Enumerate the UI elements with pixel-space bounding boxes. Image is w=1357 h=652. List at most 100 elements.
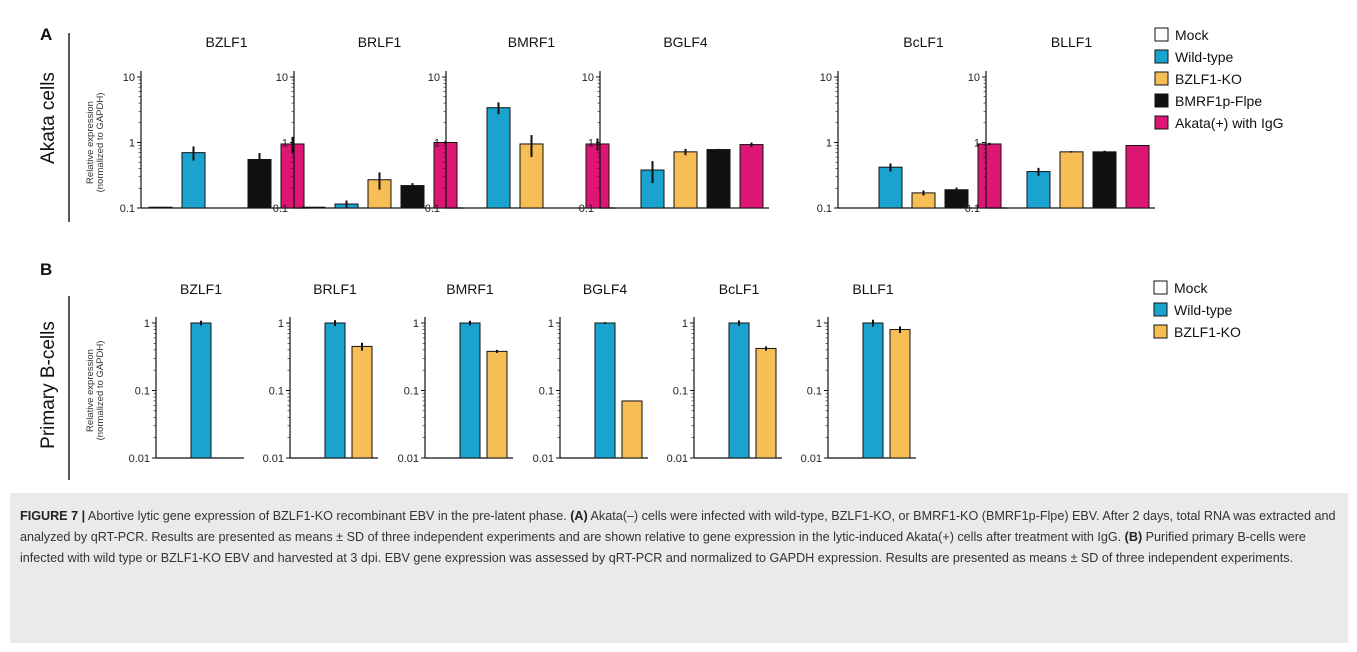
panel-a-bllf1-title: BLLF1 (1051, 34, 1092, 50)
panel-a-legend-label: Akata(+) with IgG (1175, 115, 1284, 131)
panel-a-bclf1-y-tick-label: 10 (820, 72, 832, 84)
panel-a-bllf1-bar-akata-with-igg (1125, 144, 1150, 209)
panel-a-legend-swatch (1154, 27, 1169, 42)
panel-a-bmrf1-y-tick-label: 1 (434, 138, 440, 150)
panel-b-bclf1-y-tick-label: 0.1 (673, 386, 688, 398)
panel-a-bmrf1-bar-akata-with-igg (585, 143, 610, 209)
panel-a-legend-label: Wild-type (1175, 49, 1234, 65)
panel-b-bglf4-y-tick-label: 0.1 (539, 386, 554, 398)
panel-b-bllf1-y-tick-label: 1 (816, 318, 822, 330)
panel-b-bclf1-y-tick-label: 1 (682, 318, 688, 330)
panel-b-bzlf1-y-tick-label: 0.01 (129, 453, 150, 465)
panel-a-bclf1-y-tick-label: 0.1 (817, 203, 832, 215)
panel-a-row-label: Akata cells (38, 72, 59, 164)
panel-a-bzlf1-y-tick-label: 1 (129, 138, 135, 150)
panel-a-bzlf1-bar-akata-with-igg (280, 143, 305, 209)
panel-a-letter: A (40, 25, 52, 44)
panel-b-legend-label: Mock (1174, 280, 1208, 296)
panel-a-bclf1-title: BcLF1 (903, 34, 944, 50)
panel-a-bllf1-bar-bzlf1-ko (1059, 151, 1084, 209)
panel-b-bzlf1-y-tick-label: 1 (144, 318, 150, 330)
panel-a-bllf1-y-tick-label: 1 (974, 138, 980, 150)
panel-a-bmrf1-y-tick-label: 10 (428, 72, 440, 84)
panel-a-bzlf1-title: BZLF1 (205, 34, 247, 50)
panel-b-brlf1-bar-bzlf1-ko (351, 345, 373, 459)
panel-a-legend-label: BMRF1p-Flpe (1175, 93, 1262, 109)
panel-b-bllf1-bar-bzlf1-ko (889, 329, 911, 459)
panel-b-bclf1-title: BcLF1 (719, 281, 760, 297)
caption-label-a: (A) (570, 509, 588, 523)
panel-a-bmrf1-y-tick-label: 0.1 (425, 203, 440, 215)
panel-b-ylabel-line: (normalized to GAPDH) (95, 341, 106, 441)
panel-b-bglf4-title: BGLF4 (583, 281, 628, 297)
panel-b-bmrf1-y-tick-label: 1 (413, 318, 419, 330)
panel-a-legend-swatch (1154, 49, 1169, 64)
panel-a-bclf1-bar-wild-type (878, 166, 903, 209)
panel-b-bzlf1-y-tick-label: 0.1 (135, 386, 150, 398)
caption-text-2: Akata(–) cells were infected with wild-t… (20, 509, 1336, 544)
panel-b-legend-swatch (1153, 324, 1168, 339)
panel-a-brlf1-title: BRLF1 (358, 34, 402, 50)
panel-b-bglf4-y-tick-label: 0.01 (533, 453, 554, 465)
panel-b-brlf1-y-tick-label: 1 (278, 318, 284, 330)
panel-b-bglf4-bar-wild-type (594, 322, 616, 459)
panel-a-bmrf1-title: BMRF1 (508, 34, 556, 50)
panel-b-bmrf1-title: BMRF1 (446, 281, 494, 297)
panel-a-bglf4-bar-bmrf1p-flpe (706, 149, 731, 209)
panel-b-letter: B (40, 260, 52, 279)
figure-caption: FIGURE 7 | Abortive lytic gene expressio… (10, 493, 1348, 643)
caption-text-3: Purified primary B-cells were infected w… (20, 530, 1306, 565)
panel-a-bclf1-bar-akata-with-igg (977, 143, 1002, 209)
panel-b-legend-swatch (1153, 302, 1168, 317)
panel-a-bglf4-title: BGLF4 (663, 34, 708, 50)
panel-a-bmrf1-bar-wild-type (486, 107, 511, 209)
panel-a-brlf1-y-tick-label: 10 (276, 72, 288, 84)
caption-figure-label: FIGURE 7 | (20, 509, 86, 523)
panel-b-ylabel-line: Relative expression (85, 349, 96, 432)
panel-b-bmrf1-bar-wild-type (459, 322, 481, 459)
panel-a-bzlf1-y-tick-label: 10 (123, 72, 135, 84)
panel-a-bzlf1-bar-wild-type (181, 152, 206, 209)
panel-b-bglf4-bar-bzlf1-ko (621, 400, 643, 459)
panel-b-brlf1-y-tick-label: 0.01 (263, 453, 284, 465)
panel-a-ylabel-line: (normalized to GAPDH) (95, 93, 106, 193)
panel-a-brlf1-y-tick-label: 1 (282, 138, 288, 150)
panel-a-bllf1-y-tick-label: 10 (968, 72, 980, 84)
panel-b-bmrf1-y-tick-label: 0.01 (398, 453, 419, 465)
panel-b-bzlf1-bar-wild-type (190, 322, 212, 459)
panel-b-bllf1-bar-wild-type (862, 322, 884, 459)
panel-b-brlf1-y-tick-label: 0.1 (269, 386, 284, 398)
panel-b-legend-label: BZLF1-KO (1174, 324, 1241, 340)
panel-b-bclf1-bar-bzlf1-ko (755, 347, 777, 459)
panel-b-bmrf1-bar-bzlf1-ko (486, 350, 508, 459)
panel-b-bllf1-title: BLLF1 (852, 281, 893, 297)
panel-b-legend-label: Wild-type (1174, 302, 1233, 318)
panel-b-bglf4-y-tick-label: 1 (548, 318, 554, 330)
caption-label-b: (B) (1124, 530, 1143, 544)
panel-a-bllf1-y-tick-label: 0.1 (965, 203, 980, 215)
panel-a-bclf1-y-tick-label: 1 (826, 138, 832, 150)
panel-a-ylabel-line: Relative expression (85, 101, 96, 184)
panel-a-legend-label: Mock (1175, 27, 1209, 43)
panel-a-brlf1-bar-mock (301, 206, 326, 209)
panel-a-bglf4-y-tick-label: 0.1 (579, 203, 594, 215)
panel-b-brlf1-bar-wild-type (324, 322, 346, 459)
panel-a-bglf4-bar-akata-with-igg (739, 144, 764, 209)
panel-a-bglf4-y-tick-label: 1 (588, 138, 594, 150)
panel-b-row-label: Primary B-cells (38, 321, 59, 449)
panel-b-brlf1-title: BRLF1 (313, 281, 357, 297)
panel-b-bclf1-bar-wild-type (728, 322, 750, 459)
panel-a-brlf1-bar-bmrf1p-flpe (400, 185, 425, 209)
panel-a-legend-swatch (1154, 115, 1169, 130)
panel-b-bllf1-y-tick-label: 0.01 (801, 453, 822, 465)
panel-a-bzlf1-y-tick-label: 0.1 (120, 203, 135, 215)
caption-text-1: Abortive lytic gene expression of BZLF1-… (85, 509, 571, 523)
panel-b-bllf1-y-tick-label: 0.1 (807, 386, 822, 398)
panel-a-legend-swatch (1154, 93, 1169, 108)
panel-a-bglf4-y-tick-label: 10 (582, 72, 594, 84)
panel-a-bllf1-bar-wild-type (1026, 171, 1051, 209)
panel-a-legend-swatch (1154, 71, 1169, 86)
panel-a-bllf1-bar-bmrf1p-flpe (1092, 151, 1117, 209)
panel-a-bglf4-bar-bzlf1-ko (673, 151, 698, 209)
